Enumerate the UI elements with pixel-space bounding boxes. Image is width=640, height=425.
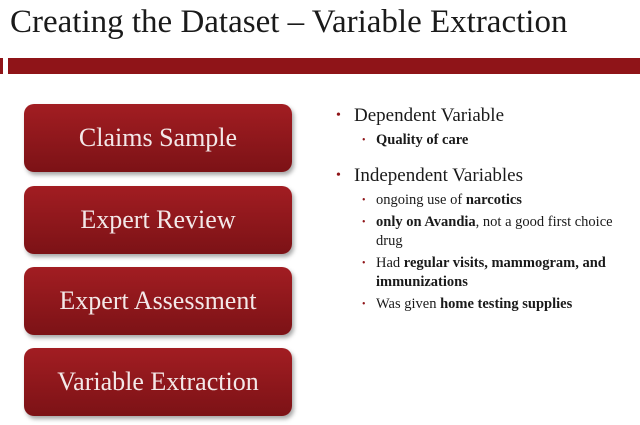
- sub-bullet-regular-visits: Had regular visits, mammogram, and immun…: [330, 254, 630, 292]
- bullet-text: , not a good first choice drug: [376, 214, 613, 249]
- bullet-bold-text: regular visits, mammogram, and immunizat…: [376, 255, 606, 290]
- step-box-expert-review: Expert Review: [24, 186, 292, 254]
- step-box-variable-extraction: Variable Extraction: [24, 348, 292, 416]
- step-label: Variable Extraction: [57, 367, 259, 396]
- bullet-bold-text: home testing supplies: [440, 296, 573, 312]
- step-box-expert-assessment: Expert Assessment: [24, 267, 292, 335]
- step-label: Expert Assessment: [59, 286, 257, 315]
- bullet-bold-text: Quality of care: [376, 132, 469, 148]
- bullet-text: Had: [376, 255, 404, 271]
- slide-title: Creating the Dataset – Variable Extracti…: [10, 4, 568, 40]
- bullet-independent-variables: Independent Variables: [330, 164, 630, 188]
- bullet-bold-text: only on Avandia: [376, 214, 476, 230]
- title-rule: [8, 58, 640, 74]
- sub-bullet-narcotics: ongoing use of narcotics: [330, 191, 630, 210]
- sub-bullet-quality-of-care: Quality of care: [330, 131, 630, 150]
- step-box-claims-sample: Claims Sample: [24, 104, 292, 172]
- bullet-text: Was given: [376, 296, 441, 312]
- step-label: Expert Review: [80, 205, 236, 234]
- bullet-dependent-variable: Dependent Variable: [330, 104, 630, 128]
- title-rule-edge: [0, 58, 3, 74]
- bullet-list: Dependent Variable Quality of care Indep…: [330, 104, 630, 314]
- step-label: Claims Sample: [78, 123, 238, 152]
- sub-bullet-avandia: only on Avandia, not a good first choice…: [330, 213, 630, 251]
- sub-bullet-home-testing: Was given home testing supplies: [330, 295, 630, 314]
- bullet-bold-text: narcotics: [465, 192, 522, 208]
- bullet-text: ongoing use of: [376, 192, 466, 208]
